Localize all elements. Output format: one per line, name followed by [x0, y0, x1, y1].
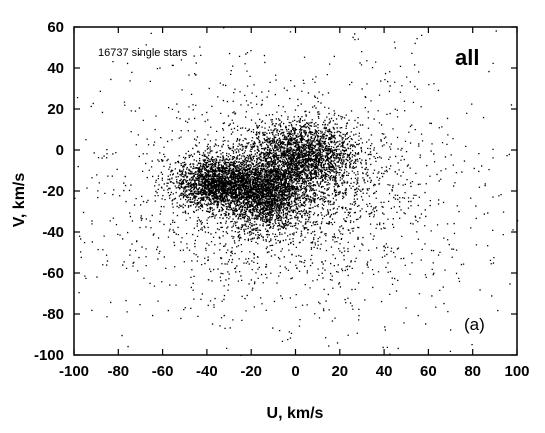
- x-tick-label-2: -60: [152, 363, 174, 380]
- y-tick-label-3: -40: [42, 224, 64, 241]
- star-points: [74, 27, 519, 356]
- x-tick-label-10: 100: [504, 363, 529, 380]
- x-tick-label-0: -100: [59, 363, 89, 380]
- y-tick-label-6: 20: [47, 101, 64, 118]
- panel-label: (a): [464, 315, 485, 334]
- x-tick-label-4: -20: [240, 363, 262, 380]
- y-tick-label-1: -80: [42, 306, 64, 323]
- y-tick-label-7: 40: [47, 60, 64, 77]
- x-tick-label-5: 0: [291, 363, 299, 380]
- scatter-points: [74, 27, 519, 356]
- x-tick-label-9: 80: [464, 363, 481, 380]
- y-tick-label-4: -20: [42, 183, 64, 200]
- y-tick-label-0: -100: [34, 347, 64, 364]
- y-tick-label-2: -60: [42, 265, 64, 282]
- sample-label: all: [455, 45, 479, 70]
- y-tick-label-5: 0: [56, 142, 64, 159]
- count-label: 16737 single stars: [98, 47, 188, 59]
- y-axis-label: V, km/s: [11, 173, 28, 228]
- x-tick-label-6: 20: [331, 363, 348, 380]
- x-axis-label: U, km/s: [267, 405, 324, 422]
- axis-ticks: -100 -80 -60 -40 -20 0 20 40 60 80 100 -100 -80 -60 -4…: [34, 19, 530, 380]
- y-tick-label-8: 60: [47, 19, 64, 36]
- x-tick-label-8: 60: [420, 363, 437, 380]
- x-tick-label-1: -80: [107, 363, 129, 380]
- x-tick-label-3: -40: [196, 363, 218, 380]
- x-tick-label-7: 40: [376, 363, 393, 380]
